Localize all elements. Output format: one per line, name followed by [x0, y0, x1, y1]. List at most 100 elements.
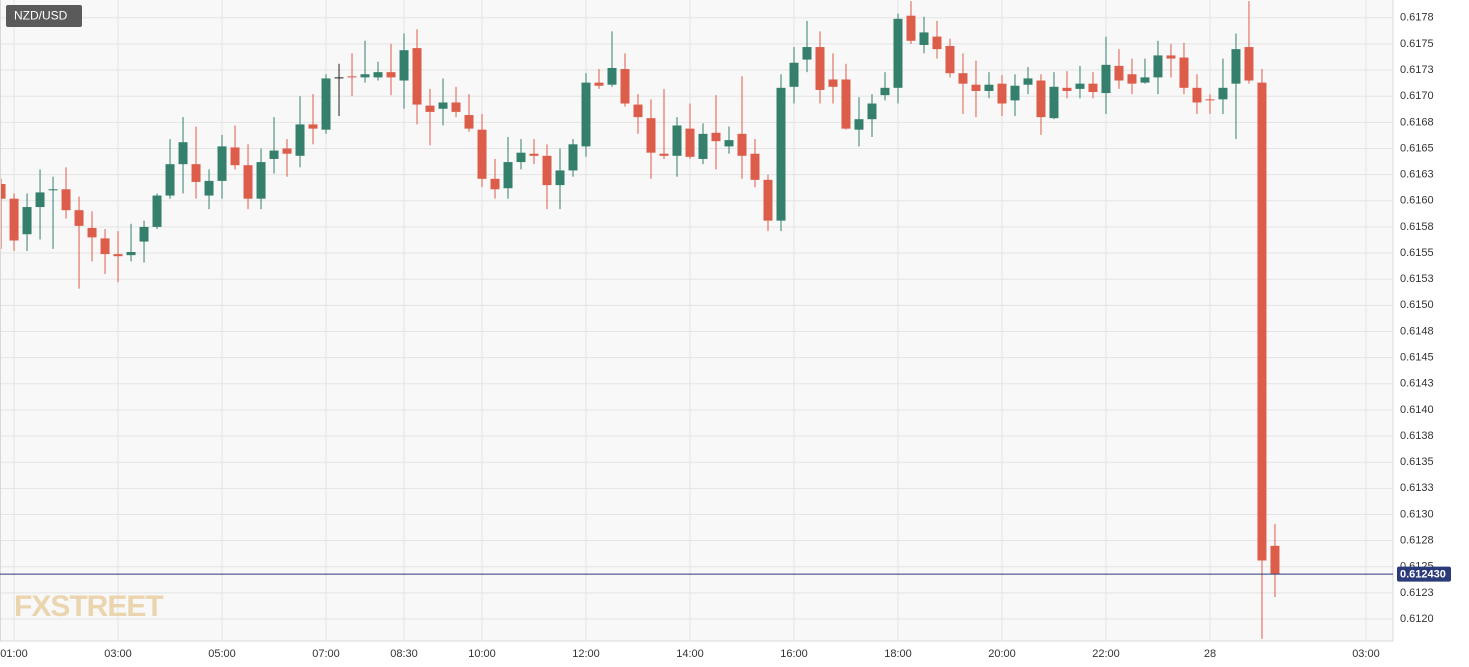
candle-body [360, 74, 370, 78]
y-tick-label: 0.6143 [1400, 378, 1434, 390]
candle-body [542, 155, 552, 186]
y-tick-label: 0.6133 [1400, 482, 1434, 494]
candle-body [386, 72, 396, 78]
candle-body [1231, 49, 1241, 84]
candle-body [503, 162, 513, 189]
x-tick-label: 03:00 [104, 648, 132, 660]
candle-body [789, 62, 799, 87]
y-tick-label: 0.6160 [1400, 195, 1434, 207]
x-tick-label: 18:00 [884, 648, 912, 660]
candle-body [724, 140, 734, 147]
symbol-label: NZD/USD [14, 9, 68, 23]
candle-body [997, 83, 1007, 104]
y-tick-label: 0.6148 [1400, 325, 1434, 337]
candle-body [490, 178, 500, 190]
candle-body [399, 50, 409, 81]
symbol-badge [6, 5, 82, 27]
y-tick-label: 0.6155 [1400, 247, 1434, 259]
candle-body [269, 150, 279, 159]
candle-body [373, 72, 383, 78]
candle-body [1153, 55, 1163, 78]
x-tick-label: 03:00 [1352, 648, 1380, 660]
y-tick-label: 0.6168 [1400, 116, 1434, 128]
candle-body [178, 142, 188, 165]
candle-body [22, 207, 32, 235]
candle-body [1062, 87, 1072, 91]
candle-body [1088, 83, 1098, 93]
candle-body [1179, 57, 1189, 88]
y-tick-label: 0.6135 [1400, 456, 1434, 468]
x-tick-label: 01:00 [0, 648, 28, 660]
candle-body [126, 252, 136, 256]
y-tick-label: 0.6120 [1400, 613, 1434, 625]
current-price-box [1397, 566, 1451, 582]
candle-body [659, 153, 669, 156]
x-tick-label: 05:00 [208, 648, 236, 660]
candle-body [74, 210, 84, 226]
candle-body [425, 105, 435, 112]
candle-body [672, 125, 682, 156]
candle-body [204, 180, 214, 196]
candle-body [48, 189, 58, 191]
candle-body [412, 48, 422, 105]
candle-body [35, 192, 45, 208]
candle-body [516, 152, 526, 163]
x-tick-label: 12:00 [572, 648, 600, 660]
candle-body [217, 146, 227, 181]
candle-body [1192, 87, 1202, 103]
candle-body [685, 128, 695, 157]
candle-body [867, 103, 877, 120]
candle-body [607, 67, 617, 85]
candle-body [282, 148, 292, 154]
candle-body [347, 76, 357, 78]
y-tick-label: 0.6175 [1400, 38, 1434, 50]
candle-body [932, 36, 942, 50]
candle-body [1257, 82, 1267, 561]
candle-body [139, 226, 149, 242]
candle-body [646, 118, 656, 153]
candle-body [711, 132, 721, 142]
candle-body [1114, 65, 1124, 81]
candle-body [334, 77, 344, 79]
candle-body [464, 115, 474, 129]
y-tick-label: 0.6130 [1400, 508, 1434, 520]
x-tick-label: 14:00 [676, 648, 704, 660]
candle-body [594, 82, 604, 86]
y-tick-label: 0.6123 [1400, 587, 1434, 599]
candle-body [438, 102, 448, 109]
candle-body [529, 153, 539, 156]
candle-body [633, 104, 643, 118]
candle-body [880, 87, 890, 96]
candle-body [828, 79, 838, 87]
candle-body [321, 78, 331, 130]
candle-body [152, 195, 162, 227]
y-tick-label: 0.6153 [1400, 273, 1434, 285]
candle-body [906, 15, 916, 41]
candle-body [61, 189, 71, 211]
candle-body [1049, 86, 1059, 119]
y-tick-label: 0.6128 [1400, 535, 1434, 547]
candle-body [191, 164, 201, 182]
x-tick-label: 22:00 [1092, 648, 1120, 660]
plot-background [0, 0, 1393, 641]
grid [0, 0, 1393, 641]
axis-labels: 0.61200.61230.61250.61280.61300.61330.61… [0, 12, 1433, 660]
candle-body [1127, 74, 1137, 84]
candle-body [477, 129, 487, 179]
y-tick-label: 0.6173 [1400, 64, 1434, 76]
candle-body [971, 84, 981, 91]
candle-body [776, 87, 786, 221]
candle-body [802, 47, 812, 60]
candle-body [841, 79, 851, 129]
candle-body [230, 147, 240, 166]
y-tick-label: 0.6165 [1400, 142, 1434, 154]
candle-body [308, 124, 318, 129]
y-tick-label: 0.6138 [1400, 430, 1434, 442]
candle-body [698, 133, 708, 159]
candle-body [243, 165, 253, 199]
candle-body [1270, 545, 1280, 575]
candle-body [1010, 85, 1020, 101]
candle-body [165, 164, 175, 196]
candle-body [750, 153, 760, 180]
